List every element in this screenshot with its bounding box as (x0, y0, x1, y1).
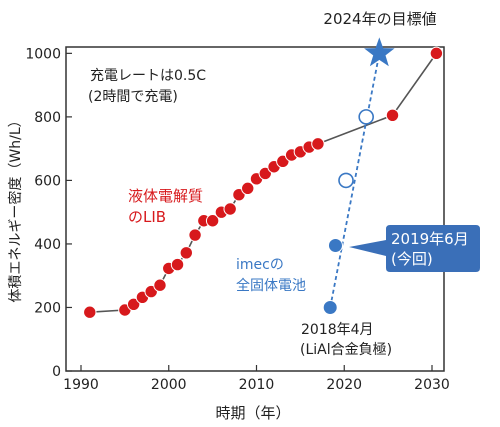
x-tick-label: 2010 (239, 377, 275, 393)
axis-ticks: 1990 2000 2010 2020 2030 0 200 400 600 800 1000 (25, 46, 449, 393)
x-tick-label: 2020 (326, 377, 362, 393)
jun2019-label: 2019年6月 (391, 230, 469, 248)
y-tick-label: 800 (34, 110, 61, 126)
imec-projected-point (358, 109, 374, 125)
apr2018-label: 2018年4月 (301, 322, 374, 338)
lib-data-point (179, 246, 194, 260)
lib-data-point (241, 181, 255, 196)
lib-data-point (188, 228, 202, 242)
lib-data-point (170, 257, 185, 272)
lib-data-point (311, 137, 325, 151)
plot-frame (65, 46, 445, 372)
y-tick-label: 200 (34, 300, 61, 316)
target-label: 2024年の目標値 (323, 10, 436, 28)
apr2018-sublabel: (LiAl合金負極) (300, 342, 392, 358)
axes (65, 46, 445, 372)
imec-label: imecの (236, 257, 284, 273)
jun2019-sublabel: (今回) (391, 250, 433, 268)
lib-data-point (153, 278, 167, 292)
lib-data-point (83, 305, 97, 319)
target-star-marker (364, 37, 395, 67)
imec-data-point (322, 299, 338, 315)
lib-sublabel: のLIB (128, 208, 166, 226)
lib-data-point (223, 202, 237, 216)
y-tick-label: 600 (34, 173, 61, 189)
imec-projected-point (338, 172, 354, 189)
charge-rate-sublabel: (2時間で充電) (88, 89, 178, 105)
y-axis-title: 体積エネルギー密度（Wh/L） (7, 113, 24, 302)
lib-data-point (205, 214, 220, 228)
x-tick-label: 2030 (414, 377, 450, 393)
lib-data-point (429, 46, 444, 61)
lib-data-point (126, 297, 141, 311)
y-tick-label: 0 (52, 364, 61, 380)
charge-rate-label: 充電レートは0.5C (90, 68, 206, 84)
imec-sublabel: 全固体電池 (236, 277, 306, 294)
jun2019-callout-bubble (349, 225, 480, 272)
x-axis-title: 時期（年） (215, 404, 290, 422)
y-tick-label: 1000 (25, 46, 61, 62)
x-tick-label: 2000 (151, 377, 187, 393)
imec-trend-line (329, 53, 381, 308)
lib-data-point (258, 166, 272, 181)
imec-data-point (327, 238, 343, 254)
lib-label: 液体電解質 (128, 187, 203, 205)
y-tick-label: 400 (34, 237, 61, 253)
series-marks (83, 37, 444, 319)
lib-data-point (385, 108, 400, 122)
x-tick-label: 1990 (63, 377, 99, 393)
